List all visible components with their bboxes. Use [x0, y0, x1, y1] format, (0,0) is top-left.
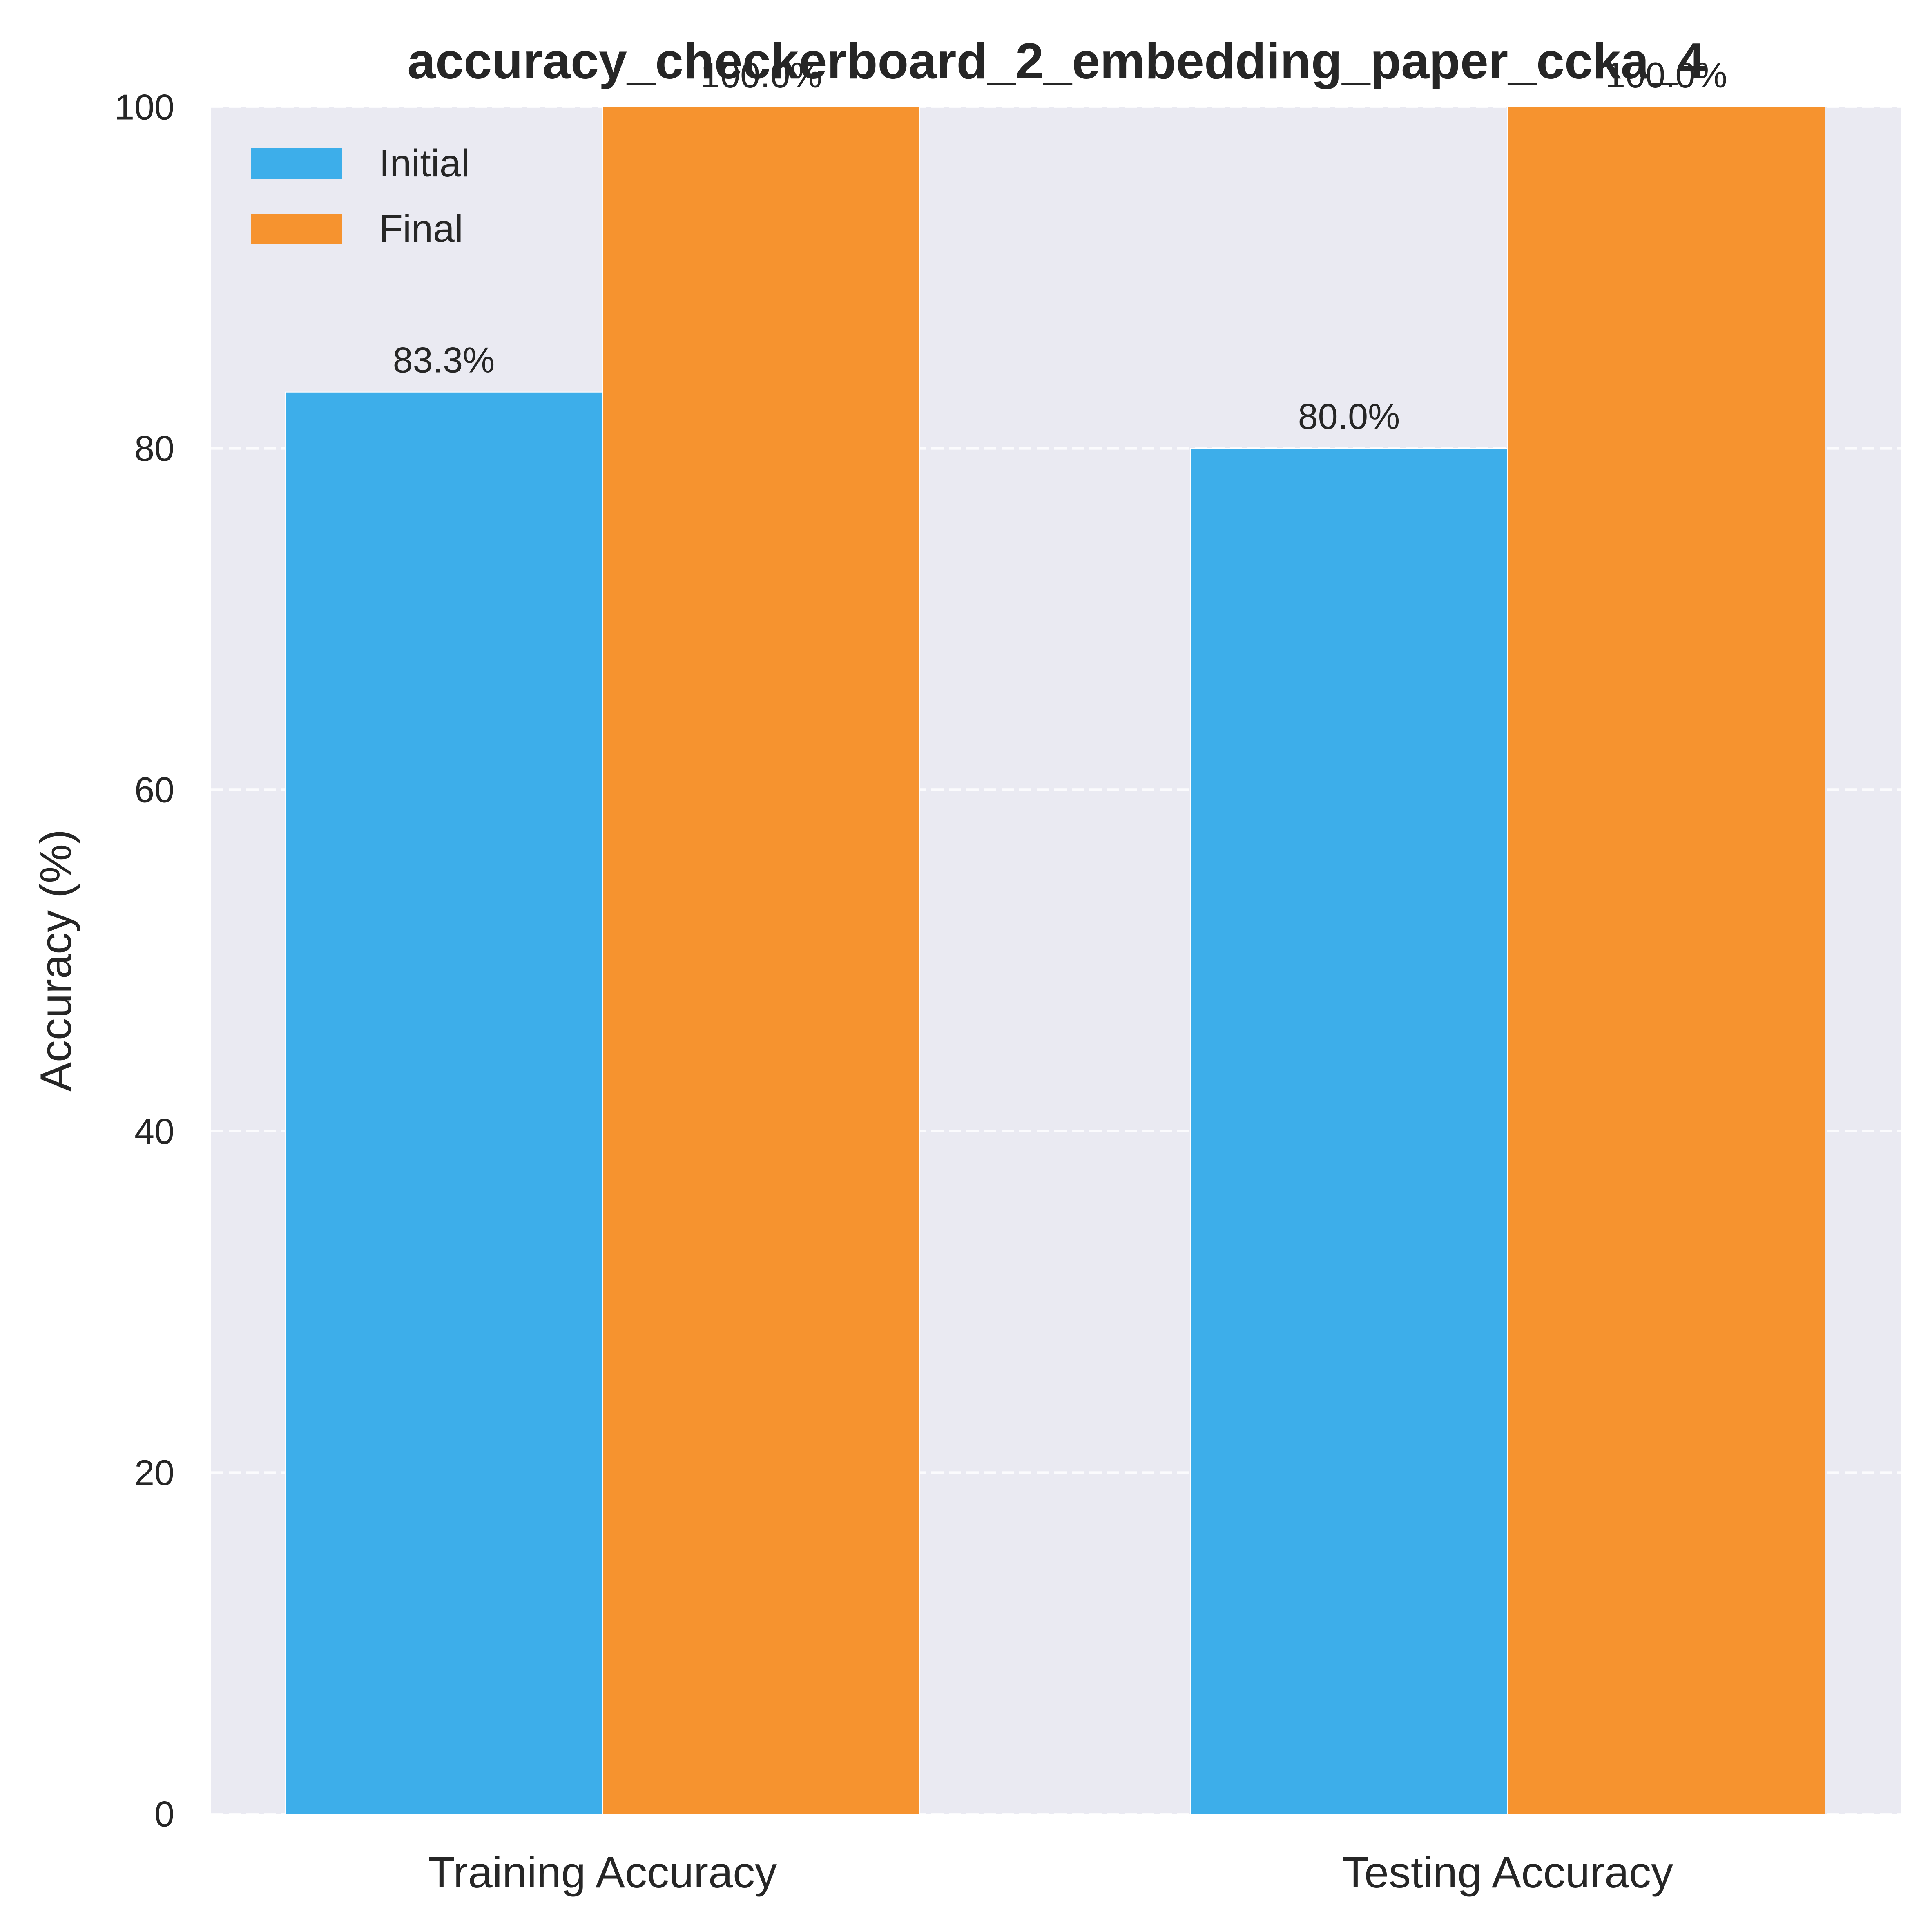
- bars: [285, 107, 1825, 1814]
- legend-label-final: Final: [379, 207, 463, 250]
- y-tick-label: 20: [134, 1452, 174, 1493]
- chart-title: accuracy_checkerboard_2_embedding_paper_…: [407, 33, 1705, 89]
- y-tick-label: 60: [134, 770, 174, 810]
- x-tick-labels: Training Accuracy Testing Accuracy: [428, 1847, 1673, 1897]
- bar-final-1: [1507, 107, 1825, 1814]
- bar-value-label: 100.0%: [700, 55, 822, 95]
- bar-value-labels: 83.3% 100.0% 80.0% 100.0%: [393, 55, 1727, 437]
- x-tick-label: Training Accuracy: [428, 1847, 777, 1897]
- y-tick-label: 80: [134, 428, 174, 469]
- x-tick-label: Testing Accuracy: [1342, 1847, 1673, 1897]
- bar-value-label: 83.3%: [393, 340, 495, 380]
- bar-value-label: 80.0%: [1298, 396, 1400, 437]
- bar-final-0: [602, 107, 920, 1814]
- legend-swatch-initial: [251, 148, 342, 179]
- y-tick-label: 40: [134, 1111, 174, 1151]
- bar-initial-0: [285, 391, 603, 1814]
- legend: Initial Final: [251, 142, 470, 250]
- y-tick-label: 100: [114, 87, 174, 127]
- legend-swatch-final: [251, 214, 342, 244]
- legend-label-initial: Initial: [379, 142, 470, 185]
- bar-value-label: 100.0%: [1605, 55, 1727, 95]
- y-tick-label: 0: [154, 1794, 174, 1834]
- y-axis-title: Accuracy (%): [31, 829, 80, 1092]
- bar-initial-1: [1190, 448, 1508, 1814]
- y-tick-labels: 0 20 40 60 80 100: [114, 87, 174, 1834]
